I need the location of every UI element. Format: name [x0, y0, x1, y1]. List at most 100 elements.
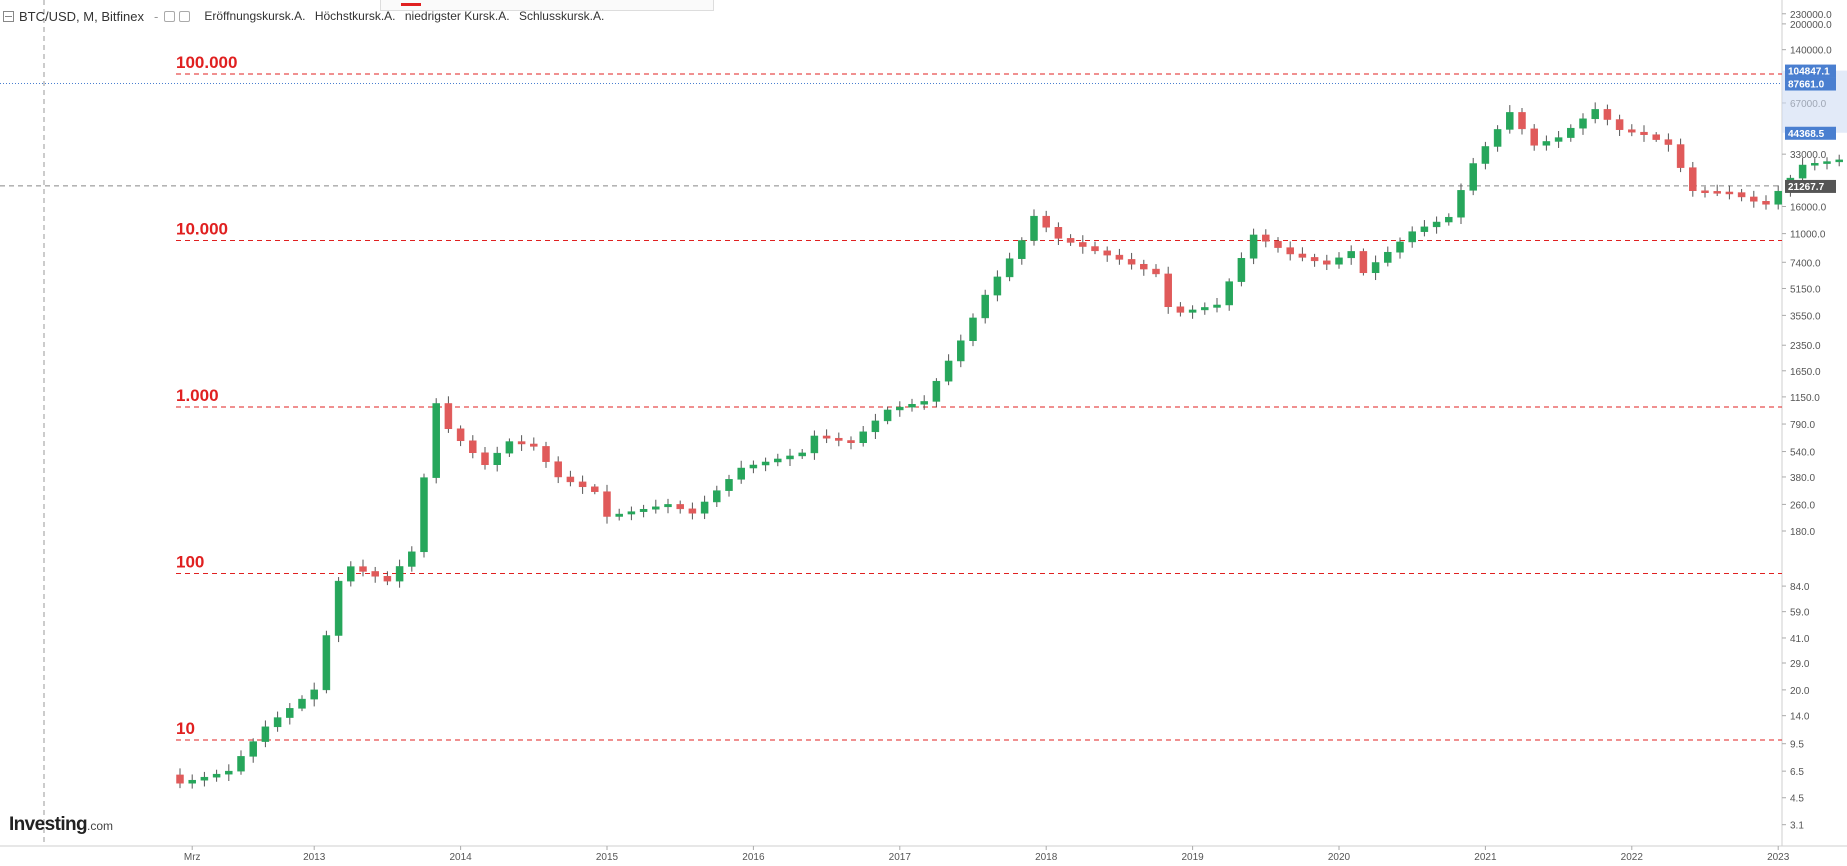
price-tick-label: 11000.0: [1790, 230, 1826, 241]
candle-body: [1066, 238, 1075, 243]
candle-body: [1445, 216, 1453, 223]
candle-body: [469, 440, 477, 454]
candle-body: [908, 404, 916, 408]
price-tag: [1785, 77, 1836, 91]
level-label: 10.000: [176, 220, 228, 239]
candle-body: [591, 486, 599, 492]
candle-body: [1774, 190, 1782, 205]
candle-body: [578, 481, 587, 488]
candle-body: [286, 708, 294, 718]
time-tick-label: 2023: [1767, 852, 1790, 863]
settings-icon[interactable]: [179, 10, 191, 22]
candle-body: [1579, 118, 1587, 129]
level-label: 100.000: [176, 53, 237, 72]
time-tick-label: 2016: [742, 852, 765, 863]
candle-body: [176, 774, 184, 784]
candle-body: [1676, 144, 1685, 168]
level-label: 100: [176, 553, 204, 572]
candle-body: [493, 452, 501, 465]
time-tick-label: 2020: [1328, 852, 1351, 863]
time-tick-label: 2019: [1181, 852, 1204, 863]
candle-body: [1188, 309, 1197, 313]
candle-body: [700, 501, 709, 514]
candle-body: [456, 428, 465, 442]
candle-body: [847, 440, 855, 443]
candle-body: [1225, 281, 1233, 306]
candle-body: [1237, 258, 1246, 282]
candle-body: [554, 461, 562, 478]
candle-body: [1469, 163, 1477, 191]
candle-body: [1664, 139, 1673, 145]
candle-body: [1310, 257, 1319, 262]
price-tick-label: 16000.0: [1790, 203, 1827, 214]
price-tick-label: 380.0: [1790, 473, 1815, 484]
candle-body: [1262, 234, 1270, 242]
candle-body: [627, 511, 636, 515]
candle-body: [1481, 146, 1490, 164]
candle-body: [1542, 141, 1551, 146]
candle-body: [1054, 227, 1063, 239]
candle-body: [322, 635, 331, 691]
candle-body: [1811, 163, 1819, 166]
candle-body: [408, 551, 416, 567]
collapse-icon[interactable]: [3, 10, 14, 22]
candle-body: [212, 773, 221, 778]
time-tick-label: 2018: [1035, 852, 1058, 863]
price-tick-label: 180.0: [1790, 527, 1815, 538]
chart-header: BTC/USD, M, Bitfinex - Eröffnungskursk.A…: [0, 7, 610, 25]
candle-body: [530, 443, 538, 447]
candle-body: [1640, 131, 1648, 135]
candle-body: [1359, 251, 1368, 274]
candle-body: [737, 467, 745, 480]
candle-body: [676, 504, 684, 510]
candle-body: [1823, 161, 1831, 164]
price-tick-label: 230000.0: [1790, 10, 1832, 21]
candle-body: [481, 452, 489, 465]
price-tick-label: 41.0: [1790, 634, 1810, 645]
candle-body: [859, 431, 867, 443]
logo-suffix: .com: [87, 819, 114, 833]
candle-body: [517, 441, 526, 445]
candle-body: [371, 571, 379, 577]
candle-body: [1518, 112, 1526, 130]
visibility-icon[interactable]: [164, 10, 176, 22]
logo-brand: Investing: [9, 814, 88, 835]
price-tick-label: 20.0: [1790, 686, 1810, 697]
candle-body: [1347, 251, 1355, 259]
candle-body: [395, 566, 404, 582]
price-tick-label: 5150.0: [1790, 284, 1821, 295]
candle-body: [1762, 201, 1770, 205]
candle-body: [420, 477, 428, 553]
candle-body: [1652, 134, 1660, 140]
candle-body: [1249, 234, 1258, 259]
price-tag-label: 104847.1: [1788, 67, 1830, 78]
candle-body: [969, 317, 977, 341]
candle-body: [786, 455, 794, 460]
candle-body: [1554, 137, 1563, 142]
candle-body: [1420, 226, 1429, 232]
candle-body: [347, 566, 355, 582]
candle-body: [1701, 190, 1709, 193]
price-tick-label: 790.0: [1790, 420, 1815, 431]
candle-body: [1530, 128, 1538, 146]
candle-body: [1018, 240, 1026, 259]
candle-body: [1164, 273, 1172, 308]
candle-body: [1115, 254, 1124, 260]
candle-body: [1274, 241, 1282, 248]
candle-body: [664, 504, 672, 508]
candle-body: [1286, 247, 1294, 255]
candle-body: [444, 403, 453, 430]
candle-body: [1079, 242, 1087, 247]
candle-body: [200, 776, 209, 781]
time-tick-label: 2017: [889, 852, 912, 863]
candle-body: [1323, 260, 1331, 265]
candle-body: [1335, 257, 1343, 265]
time-tick-label: Mrz: [184, 852, 201, 863]
candle-body: [920, 401, 928, 405]
candle-body: [871, 420, 880, 433]
time-tick-label: 2013: [303, 852, 326, 863]
candle-body: [1396, 241, 1404, 253]
candle-body: [932, 380, 941, 402]
candle-body: [1371, 262, 1380, 274]
